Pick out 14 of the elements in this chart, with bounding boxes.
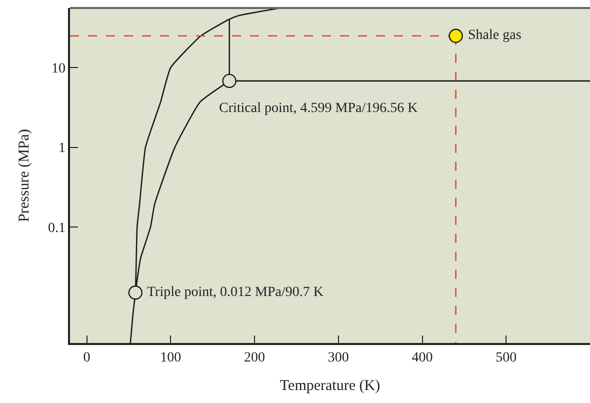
annotation: Shale gas <box>468 28 522 43</box>
y-tick-label: 1 <box>58 141 66 156</box>
x-axis-title: Temperature (K) <box>280 378 380 394</box>
annotation: Triple point, 0.012 MPa/90.7 K <box>147 285 324 300</box>
annotation: Critical point, 4.599 MPa/196.56 K <box>219 101 418 116</box>
x-tick-label: 400 <box>412 350 433 366</box>
y-tick-label: 0.1 <box>48 220 66 236</box>
x-tick-label: 200 <box>244 350 266 366</box>
y-tick-label: 10 <box>51 62 66 77</box>
x-tick-label: 100 <box>160 350 182 366</box>
y-axis-title: Pressure (MPa) <box>16 129 33 222</box>
x-tick-label: 300 <box>328 350 349 366</box>
x-tick-label: 500 <box>496 350 517 366</box>
x-tick-label: 0 <box>83 350 90 366</box>
